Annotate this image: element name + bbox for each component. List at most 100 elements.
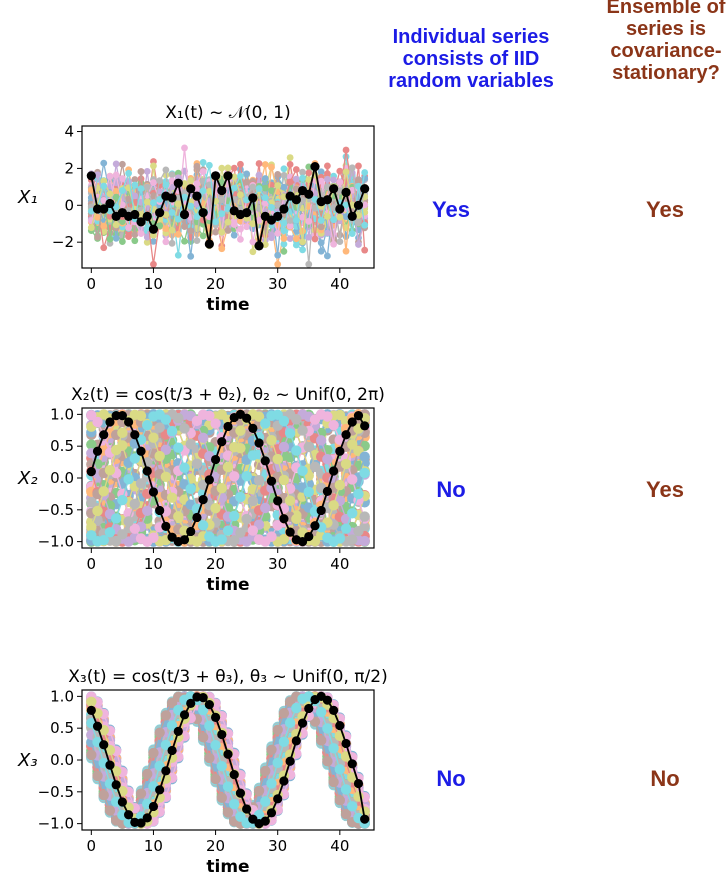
background-point bbox=[112, 193, 120, 201]
background-point bbox=[174, 200, 182, 208]
data-point bbox=[92, 446, 103, 456]
background-point bbox=[135, 478, 147, 489]
chart-title: X₃(t) = cos(t/3 + θ₃), θ₃ ~ Unif(0, π/2) bbox=[68, 667, 387, 687]
background-point bbox=[330, 176, 338, 184]
background-point bbox=[179, 423, 190, 434]
background-point bbox=[131, 192, 139, 200]
background-point bbox=[104, 465, 116, 476]
background-point bbox=[311, 235, 319, 243]
background-point bbox=[255, 185, 263, 192]
background-point bbox=[224, 227, 232, 234]
data-point bbox=[347, 417, 357, 427]
x-axis-label: time bbox=[206, 295, 249, 315]
background-point bbox=[361, 169, 369, 176]
background-point bbox=[235, 425, 246, 436]
background-point bbox=[280, 183, 288, 191]
background-point bbox=[143, 238, 151, 246]
background-point bbox=[150, 260, 157, 268]
background-point bbox=[355, 217, 362, 225]
background-point bbox=[131, 176, 139, 183]
background-point bbox=[168, 171, 176, 179]
background-point bbox=[187, 177, 195, 184]
data-point bbox=[341, 187, 351, 197]
data-point bbox=[167, 193, 177, 203]
background-point bbox=[218, 164, 226, 172]
background-point bbox=[237, 191, 244, 199]
data-point bbox=[155, 505, 165, 516]
background-point bbox=[340, 523, 352, 534]
background-point bbox=[359, 451, 370, 462]
column-header-iid: Individual series consists of IID random… bbox=[388, 26, 554, 92]
answer-covariance-row2: Yes bbox=[646, 477, 684, 502]
background-point bbox=[129, 523, 141, 534]
answer-covariance-row3: No bbox=[650, 766, 680, 791]
background-point bbox=[199, 187, 207, 195]
data-point bbox=[254, 438, 264, 448]
background-point bbox=[86, 521, 97, 533]
background-point bbox=[292, 227, 300, 235]
background-point bbox=[268, 187, 275, 194]
background-point bbox=[174, 230, 182, 238]
background-point bbox=[303, 486, 314, 498]
x-tick-label: 0 bbox=[87, 555, 97, 573]
data-point bbox=[130, 209, 140, 220]
background-point bbox=[148, 532, 159, 543]
background-point bbox=[237, 235, 244, 243]
data-point bbox=[223, 171, 233, 181]
background-point bbox=[247, 450, 259, 461]
background-point bbox=[94, 233, 101, 241]
y-tick-label: −0.5 bbox=[38, 501, 74, 519]
data-point bbox=[260, 456, 270, 466]
data-point bbox=[192, 191, 202, 201]
background-point bbox=[173, 412, 184, 424]
background-point bbox=[324, 162, 331, 170]
background-point bbox=[359, 535, 370, 547]
data-point bbox=[186, 526, 196, 537]
background-point bbox=[280, 235, 288, 242]
background-point bbox=[160, 414, 172, 425]
y-tick-label: 0.0 bbox=[50, 469, 74, 487]
background-point bbox=[162, 166, 170, 174]
data-point bbox=[329, 466, 339, 476]
background-point bbox=[112, 160, 120, 168]
background-point bbox=[317, 239, 325, 247]
background-point bbox=[181, 144, 188, 152]
background-point bbox=[297, 465, 308, 477]
background-point bbox=[299, 246, 306, 254]
x-tick-label: 20 bbox=[206, 555, 225, 573]
background-point bbox=[361, 246, 369, 254]
background-point bbox=[342, 168, 350, 176]
background-point bbox=[291, 513, 302, 525]
background-point bbox=[181, 223, 188, 231]
background-point bbox=[272, 519, 283, 531]
background-point bbox=[317, 217, 325, 224]
background-point bbox=[292, 175, 300, 183]
data-point bbox=[322, 195, 333, 205]
data-point bbox=[335, 446, 345, 456]
background-point bbox=[129, 453, 141, 464]
y-tick-label: −1.0 bbox=[38, 533, 74, 551]
background-point bbox=[305, 217, 313, 225]
background-point bbox=[129, 498, 141, 510]
background-point bbox=[118, 238, 126, 245]
background-point bbox=[150, 162, 157, 170]
data-point bbox=[310, 521, 320, 531]
background-point bbox=[292, 235, 300, 243]
y-tick-label: 4 bbox=[64, 123, 74, 141]
data-point bbox=[248, 423, 258, 433]
highlight-series bbox=[86, 161, 370, 251]
data-point bbox=[360, 184, 370, 194]
background-point bbox=[125, 195, 132, 203]
data-point bbox=[254, 241, 264, 251]
data-point bbox=[204, 475, 214, 485]
background-point bbox=[305, 260, 313, 268]
background-point bbox=[274, 170, 282, 178]
background-point bbox=[185, 483, 196, 494]
background-point bbox=[247, 495, 259, 507]
answer-covariance-row1: Yes bbox=[646, 197, 684, 222]
x-axis-label: time bbox=[206, 575, 249, 595]
background-point bbox=[135, 410, 147, 422]
background-point bbox=[125, 224, 132, 231]
data-point bbox=[273, 496, 283, 506]
x-tick-label: 40 bbox=[330, 275, 349, 293]
